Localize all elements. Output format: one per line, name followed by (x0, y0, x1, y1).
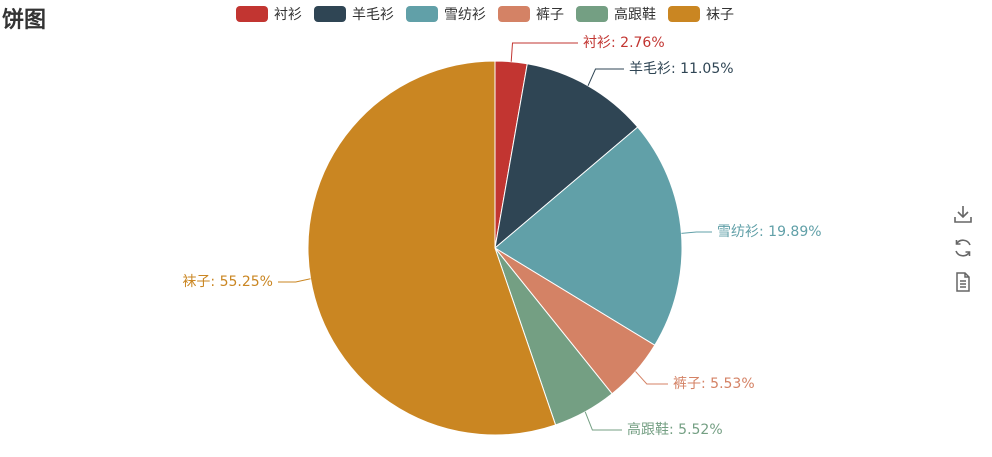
legend-item[interactable]: 裤子 (498, 4, 564, 24)
refresh-icon[interactable] (951, 236, 975, 260)
label-line (510, 42, 578, 62)
label-line (681, 231, 712, 234)
data-label: 衬衫: 2.76% (583, 35, 665, 51)
document-icon[interactable] (951, 270, 975, 294)
toolbox (951, 202, 975, 304)
data-label: 高跟鞋: 5.52% (627, 421, 723, 438)
legend-swatch (314, 6, 346, 22)
legend-item[interactable]: 高跟鞋 (576, 4, 656, 24)
chart-title: 饼图 (2, 8, 47, 33)
legend-label: 高跟鞋 (614, 7, 656, 23)
legend-swatch (668, 6, 700, 22)
legend-label: 衬衫 (274, 7, 302, 23)
label-line (635, 371, 668, 385)
legend-label: 袜子 (706, 7, 734, 23)
legend: 衬衫 羊毛衫 雪纺衫 裤子 高跟鞋 袜子 (236, 4, 746, 24)
data-label: 雪纺衫: 19.89% (717, 224, 822, 240)
legend-label: 雪纺衫 (444, 7, 486, 23)
legend-item[interactable]: 雪纺衫 (406, 4, 486, 24)
data-label: 羊毛衫: 11.05% (629, 61, 734, 77)
legend-swatch (406, 6, 438, 22)
label-line (584, 411, 622, 431)
label-line (278, 278, 311, 283)
download-icon[interactable] (951, 202, 975, 226)
legend-swatch (498, 6, 530, 22)
pie-slice[interactable] (307, 60, 557, 436)
legend-label: 羊毛衫 (352, 7, 394, 23)
legend-item[interactable]: 衬衫 (236, 4, 302, 24)
pie-slice[interactable] (494, 126, 683, 346)
legend-swatch (236, 6, 268, 22)
legend-item[interactable]: 袜子 (668, 4, 734, 24)
legend-label: 裤子 (536, 7, 564, 23)
legend-swatch (576, 6, 608, 22)
data-label: 裤子: 5.53% (673, 376, 755, 392)
legend-item[interactable]: 羊毛衫 (314, 4, 394, 24)
label-line (587, 68, 624, 87)
data-label: 袜子: 55.25% (182, 274, 273, 290)
